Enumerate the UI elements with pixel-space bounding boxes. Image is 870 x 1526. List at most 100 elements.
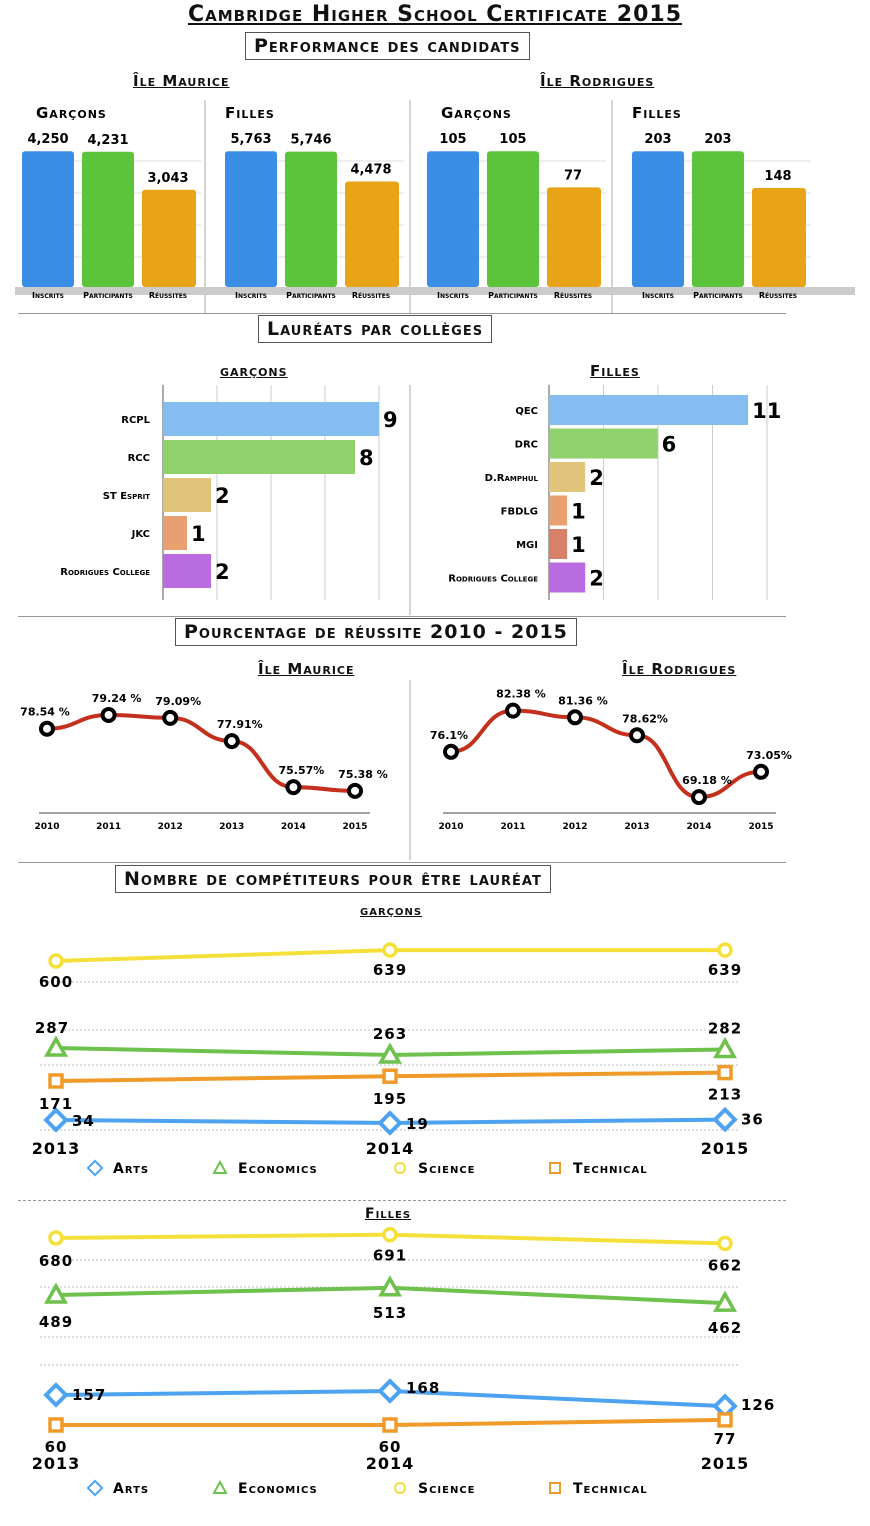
comp-value-label: 19 bbox=[406, 1115, 429, 1133]
perf-category-label: Réussites bbox=[149, 291, 187, 300]
laureats-value-label: 2 bbox=[589, 466, 604, 490]
comp-value-label: 282 bbox=[708, 1019, 742, 1037]
laureats-bar-laureats_filles-0 bbox=[549, 395, 749, 425]
perf-value-label: 4,231 bbox=[87, 133, 128, 148]
reussite-value-label: 79.24 % bbox=[92, 692, 142, 705]
laureats-category-label: D.Ramphul bbox=[485, 473, 539, 484]
laureats-bar-laureats_filles-5 bbox=[549, 562, 586, 593]
reussite-x-label: 2011 bbox=[96, 822, 121, 832]
laureats-charts: 9 RCPL 8 RCC 2 ST Esprit 1 JKC 2 Rodrigues Colleg… bbox=[60, 385, 781, 615]
laureats-category-label: Rodrigues College bbox=[448, 574, 538, 585]
perf-bar-perf_rodrigues_filles-2 bbox=[752, 187, 806, 287]
comp-value-label: 600 bbox=[39, 973, 73, 991]
laureats-bar-laureats_garcons-2 bbox=[163, 478, 211, 512]
competiteurs-girls-title: Filles bbox=[365, 1206, 412, 1222]
reussite-x-label: 2014 bbox=[281, 822, 306, 832]
reussite-value-label: 75.38 % bbox=[338, 768, 388, 781]
reussite-value-label: 78.54 % bbox=[20, 706, 70, 719]
perf-floor bbox=[15, 287, 855, 295]
perf-value-label: 4,478 bbox=[350, 162, 391, 177]
reussite-x-label: 2012 bbox=[562, 822, 587, 832]
legend-marker-arts bbox=[86, 1159, 104, 1177]
legend-marker-science bbox=[394, 1162, 406, 1174]
laureats-category-label: ST Esprit bbox=[103, 491, 151, 502]
comp-marker-economics bbox=[378, 1042, 402, 1064]
performance-charts: Garçons 4,250 Inscrits 4,231 Participants 3,0… bbox=[15, 100, 855, 313]
laureats-bar-laureats_filles-2 bbox=[549, 462, 586, 492]
comp-value-label: 662 bbox=[708, 1256, 742, 1274]
laureats-category-label: RCPL bbox=[121, 415, 150, 426]
comp-marker-technical bbox=[717, 1064, 733, 1081]
comp-x-label: 2013 bbox=[32, 1139, 81, 1158]
perf-group-label-2: Garçons bbox=[441, 104, 512, 122]
comp-marker-arts bbox=[377, 1110, 403, 1136]
reussite-point bbox=[223, 733, 240, 750]
reussite-x-label: 2014 bbox=[686, 822, 711, 832]
reussite-value-label: 69.18 % bbox=[682, 774, 732, 787]
comp-value-label: 34 bbox=[72, 1112, 95, 1130]
legend-marker-economics bbox=[212, 1159, 228, 1174]
perf-bar-perf_maurice_garcons-2 bbox=[142, 189, 196, 287]
reussite-value-label: 75.57% bbox=[278, 764, 324, 777]
perf-bar-perf_maurice_garcons-1 bbox=[82, 151, 134, 287]
reussite-value-label: 76.1% bbox=[430, 729, 468, 742]
legend-marker-science bbox=[394, 1482, 406, 1494]
comp-value-label: 489 bbox=[39, 1313, 73, 1331]
perf-value-label: 105 bbox=[439, 132, 466, 147]
reussite-value-label: 81.36 % bbox=[558, 694, 608, 707]
legend-label-arts: Arts bbox=[113, 1161, 149, 1177]
divider-2 bbox=[18, 616, 786, 617]
laureats-value-label: 2 bbox=[215, 560, 230, 584]
laureats-value-label: 8 bbox=[359, 446, 374, 470]
comp-marker-science bbox=[382, 942, 398, 958]
reussite-x-label: 2015 bbox=[342, 822, 367, 832]
laureats-value-label: 2 bbox=[589, 567, 604, 591]
reussite-point bbox=[285, 779, 302, 796]
comp-value-label: 60 bbox=[379, 1438, 402, 1456]
reussite-point bbox=[443, 743, 459, 760]
comp-marker-technical bbox=[48, 1073, 64, 1089]
perf-category-label: Participants bbox=[83, 291, 133, 300]
perf-value-label: 77 bbox=[564, 168, 582, 183]
comp-value-label: 263 bbox=[373, 1025, 407, 1043]
comp-marker-technical bbox=[48, 1417, 64, 1433]
comp-value-label: 691 bbox=[373, 1247, 407, 1265]
region-rodrigues-label: Île Rodrigues bbox=[540, 72, 655, 90]
legend-label-science: Science bbox=[418, 1481, 476, 1497]
perf-category-label: Participants bbox=[286, 291, 336, 300]
laureats-bar-laureats_filles-3 bbox=[549, 495, 568, 526]
page-title: Cambridge Higher School Certificate 2015 bbox=[187, 2, 683, 27]
comp-marker-technical bbox=[382, 1417, 398, 1433]
comp-marker-arts bbox=[43, 1382, 69, 1408]
legend-label-economics: Economics bbox=[238, 1481, 318, 1497]
comp-marker-arts bbox=[712, 1106, 738, 1133]
comp-value-label: 513 bbox=[373, 1304, 407, 1322]
perf-bar-perf_rodrigues_garcons-0 bbox=[427, 151, 479, 287]
reussite-point bbox=[691, 789, 707, 806]
perf-group-label-1: Filles bbox=[225, 104, 275, 122]
perf-value-label: 203 bbox=[644, 132, 671, 147]
reussite-value-label: 79.09% bbox=[155, 695, 201, 708]
perf-category-label: Inscrits bbox=[437, 291, 469, 300]
comp-value-label: 639 bbox=[708, 961, 742, 979]
legend-marker-technical bbox=[549, 1162, 561, 1174]
laureats-value-label: 1 bbox=[571, 500, 586, 524]
perf-category-label: Réussites bbox=[759, 291, 797, 300]
comp-value-label: 680 bbox=[39, 1252, 73, 1270]
comp-marker-economics bbox=[44, 1035, 68, 1057]
comp-marker-arts bbox=[712, 1393, 738, 1419]
comp-value-label: 157 bbox=[72, 1386, 106, 1404]
perf-value-label: 203 bbox=[704, 132, 731, 147]
laureats-value-label: 1 bbox=[191, 522, 206, 546]
comp-marker-technical bbox=[717, 1412, 733, 1428]
section2-title: Lauréats par collèges bbox=[258, 315, 493, 343]
reussite-x-label: 2013 bbox=[219, 822, 244, 832]
comp-value-label: 287 bbox=[35, 1019, 69, 1037]
perf-category-label: Réussites bbox=[352, 291, 390, 300]
comp-marker-science bbox=[382, 1226, 398, 1243]
legend-marker-technical bbox=[549, 1482, 561, 1494]
comp-marker-technical bbox=[382, 1068, 398, 1084]
comp-marker-arts bbox=[377, 1378, 403, 1404]
reussite-point bbox=[753, 763, 769, 780]
laureats-bar-laureats_filles-1 bbox=[549, 428, 658, 459]
